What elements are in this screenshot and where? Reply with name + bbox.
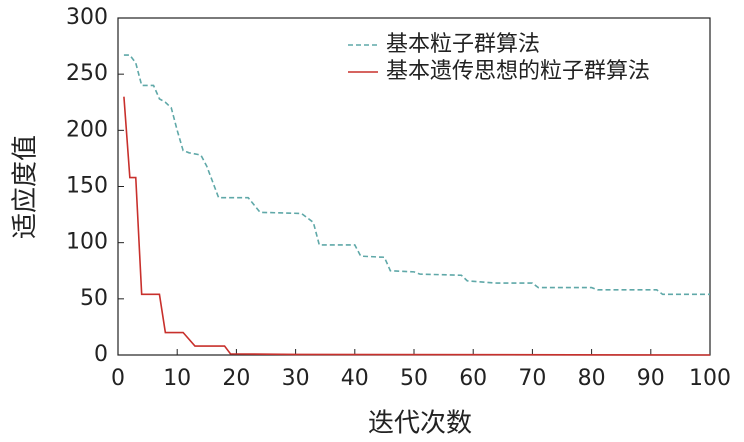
legend-label: 基本粒子群算法 [386, 32, 540, 57]
series-line [123, 54, 710, 296]
x-axis-title: 迭代次数 [368, 409, 472, 439]
y-tick-label: 150 [66, 174, 108, 199]
x-tick-label: 0 [111, 366, 125, 391]
y-tick-label: 50 [80, 286, 108, 311]
y-tick-label: 0 [94, 342, 108, 367]
y-axis-title: 适应度值 [11, 135, 41, 239]
x-tick-label: 60 [459, 366, 487, 391]
x-tick-label: 20 [222, 366, 250, 391]
x-tick-label: 50 [400, 366, 428, 391]
x-tick-label: 90 [637, 366, 665, 391]
legend-label: 基本遗传思想的粒子群算法 [386, 59, 650, 84]
x-tick-label: 100 [689, 366, 731, 391]
series-line [123, 96, 711, 356]
y-tick-label: 250 [66, 61, 108, 86]
x-tick-label: 80 [578, 366, 606, 391]
x-tick-label: 30 [282, 366, 310, 391]
x-tick-label: 10 [163, 366, 191, 391]
x-tick-label: 70 [518, 366, 546, 391]
y-tick-label: 200 [66, 117, 108, 142]
y-tick-label: 300 [66, 5, 108, 30]
y-tick-label: 100 [66, 230, 108, 255]
x-tick-label: 40 [341, 366, 369, 391]
